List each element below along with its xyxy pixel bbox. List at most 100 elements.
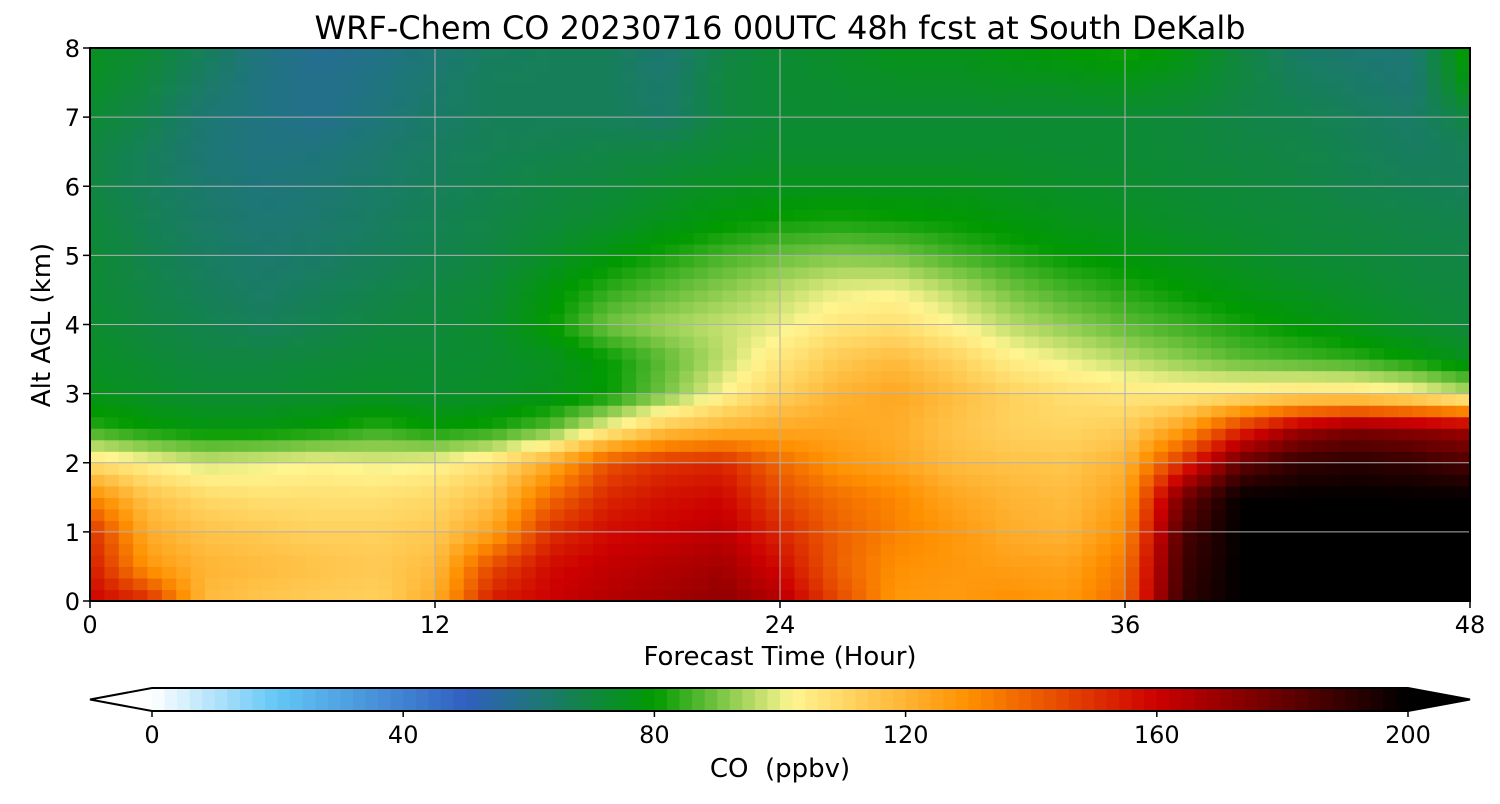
heatmap-cell [248, 48, 264, 61]
heatmap-cell [147, 405, 163, 418]
heatmap-cell [435, 48, 450, 61]
heatmap-cell [449, 382, 465, 395]
heatmap-cell [808, 243, 824, 256]
heatmap-cell [190, 59, 206, 72]
heatmap-cell [1369, 94, 1385, 107]
heatmap-cell [1426, 151, 1442, 164]
heatmap-cell [391, 220, 407, 233]
heatmap-cell [449, 278, 465, 291]
heatmap-cell [506, 220, 522, 233]
heatmap-cell [981, 140, 997, 153]
heatmap-cell [276, 324, 292, 337]
heatmap-cell [578, 209, 594, 222]
heatmap-cell [1168, 232, 1184, 245]
heatmap-cell [621, 382, 637, 395]
heatmap-cell [866, 485, 882, 498]
heatmap-cell [478, 520, 494, 533]
heatmap-cell [1096, 174, 1112, 187]
heatmap-cell [1153, 497, 1169, 510]
heatmap-cell [550, 243, 565, 256]
heatmap-cell [1254, 405, 1270, 418]
heatmap-cell [981, 370, 997, 383]
heatmap-cell [478, 393, 494, 406]
heatmap-cell [506, 474, 522, 487]
heatmap-cell [1182, 243, 1198, 256]
heatmap-cell [665, 405, 680, 418]
heatmap-cell [161, 382, 177, 395]
heatmap-cell [276, 416, 292, 429]
heatmap-cell [607, 48, 623, 61]
heatmap-cell [780, 324, 795, 337]
heatmap-cell [478, 508, 494, 521]
heatmap-cell [938, 117, 954, 130]
heatmap-cell [1297, 140, 1313, 153]
heatmap-cell [262, 324, 278, 337]
heatmap-cell [1297, 531, 1313, 544]
heatmap-cell [593, 370, 609, 383]
heatmap-cell [291, 94, 307, 107]
heatmap-cell [1053, 151, 1069, 164]
heatmap-cell [118, 289, 134, 303]
heatmap-cell [851, 128, 867, 141]
heatmap-cell [363, 474, 379, 487]
heatmap-cell [923, 140, 939, 153]
heatmap-cell [1412, 209, 1428, 222]
heatmap-cell [147, 301, 163, 314]
heatmap-cell [391, 140, 407, 153]
heatmap-cell [420, 243, 436, 256]
heatmap-cell [420, 232, 436, 245]
heatmap-cell [1067, 59, 1083, 72]
heatmap-cell [1311, 174, 1327, 187]
heatmap-cell [607, 554, 623, 568]
heatmap-cell [320, 324, 335, 337]
heatmap-cell [866, 382, 882, 395]
heatmap-cell [593, 243, 609, 256]
heatmap-cell [1297, 163, 1313, 176]
heatmap-cell [966, 370, 982, 383]
heatmap-cell [291, 520, 307, 533]
heatmap-cell [161, 278, 177, 291]
heatmap-cell [521, 543, 537, 556]
heatmap-cell [262, 243, 278, 256]
heatmap-cell [909, 105, 925, 118]
heatmap-cell [147, 554, 163, 568]
heatmap-cell [736, 485, 752, 498]
heatmap-cell [1412, 220, 1428, 233]
heatmap-cell [1355, 128, 1370, 141]
heatmap-cell [966, 543, 982, 556]
heatmap-cell [578, 428, 594, 441]
heatmap-cell [593, 543, 609, 556]
heatmap-cell [665, 243, 680, 256]
heatmap-cell [348, 301, 364, 314]
heatmap-cell [406, 59, 422, 72]
heatmap-cell [1412, 462, 1428, 475]
heatmap-cell [521, 232, 537, 245]
heatmap-cell [1455, 554, 1470, 568]
heatmap-cell [1398, 543, 1414, 556]
heatmap-cell [305, 554, 321, 568]
heatmap-cell [708, 232, 724, 245]
heatmap-cell [995, 163, 1011, 176]
heatmap-cell [564, 485, 580, 498]
heatmap-cell [334, 405, 350, 418]
heatmap-cell [966, 71, 982, 84]
heatmap-cell [722, 163, 738, 176]
heatmap-cell [679, 197, 695, 210]
heatmap-cell [521, 462, 537, 475]
heatmap-cell [636, 485, 652, 498]
colorbar-segment [390, 688, 404, 711]
heatmap-cell [406, 94, 422, 107]
heatmap-cell [506, 370, 522, 383]
heatmap-cell [1240, 543, 1255, 556]
heatmap-cell [722, 82, 738, 95]
heatmap-cell [377, 497, 393, 510]
heatmap-cell [665, 48, 680, 61]
heatmap-cell [363, 462, 379, 475]
heatmap-cell [1168, 266, 1184, 280]
heatmap-cell [320, 301, 335, 314]
heatmap-cell [1355, 105, 1370, 118]
heatmap-cell [1426, 336, 1442, 349]
heatmap-cell [1283, 243, 1299, 256]
heatmap-cell [190, 566, 206, 579]
heatmap-cell [506, 416, 522, 429]
